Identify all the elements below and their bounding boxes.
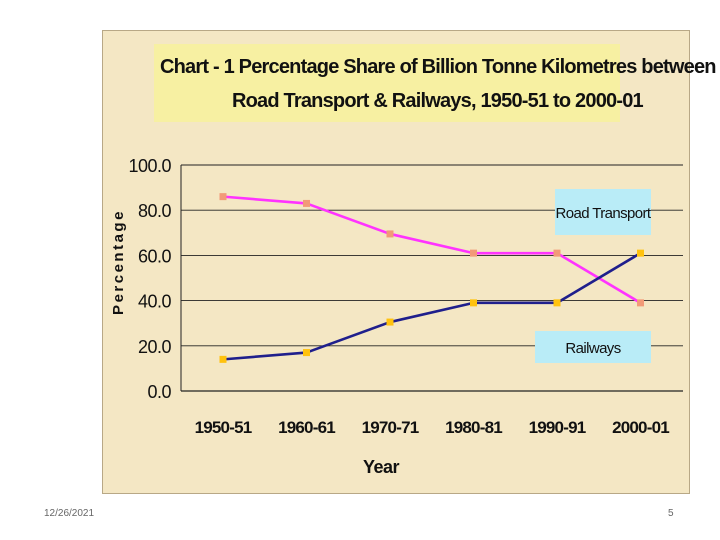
railways-data-point [303, 349, 310, 357]
railways-label-box [535, 331, 651, 363]
road-transport-data-point [553, 249, 561, 257]
x-tick-label: 1960-61 [278, 418, 335, 437]
x-tick-label: 2000-01 [612, 418, 669, 437]
road-transport-data-point [219, 193, 227, 201]
y-tick-label: 40.0 [138, 292, 172, 312]
chart-title-box: Chart - 1 Percentage Share of Billion To… [154, 44, 717, 122]
chart-title-line-1: Chart - 1 Percentage Share of Billion To… [160, 56, 717, 78]
y-tick-label: 0.0 [147, 382, 171, 402]
railways-label: Railways [565, 340, 620, 357]
x-tick-label: 1980-81 [445, 418, 502, 437]
road-transport-series-line [222, 195, 642, 304]
x-tick-label: 1950-51 [195, 418, 252, 437]
slide-date: 12/26/2021 [44, 508, 95, 519]
x-axis-title: Year [363, 457, 400, 477]
road-transport-data-point [637, 299, 644, 307]
road-transport-label-box [555, 189, 651, 235]
y-tick-label: 100.0 [128, 156, 171, 176]
railways-series-line [222, 252, 642, 361]
railways-data-point [470, 299, 477, 307]
railways-data-point [637, 249, 644, 257]
x-tick-label: 1990-91 [529, 418, 586, 437]
slide-page-number: 5 [668, 508, 674, 519]
road-transport-label: Road Transport [556, 205, 652, 222]
y-tick-label: 60.0 [138, 246, 172, 266]
chart-title-line-2: Road Transport & Railways, 1950-51 to 20… [232, 90, 644, 112]
railways-data-point [553, 299, 561, 307]
railways-data-point [386, 318, 394, 326]
road-transport-data-point [386, 230, 394, 238]
x-tick-label: 1970-71 [362, 418, 419, 437]
y-tick-label: 20.0 [138, 337, 172, 357]
railways-data-point [219, 355, 227, 363]
y-tick-label: 80.0 [138, 201, 172, 221]
line-chart: 0.0 20.0 40.0 60.0 80.0 100.0 1950-51 1960-61 1… [110, 156, 683, 477]
road-transport-data-point [303, 199, 310, 207]
road-transport-data-point [470, 249, 477, 257]
y-axis-title: Percentage [110, 209, 127, 315]
